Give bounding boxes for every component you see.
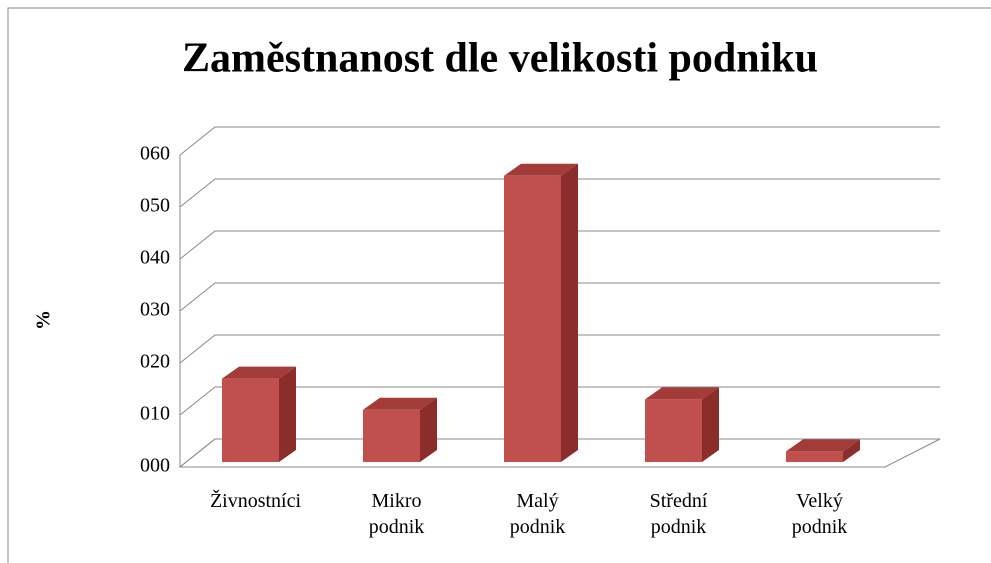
bar-front	[363, 409, 420, 462]
y-axis-label: %	[33, 310, 55, 330]
bar	[645, 387, 719, 462]
y-tick-label: 040	[140, 247, 170, 269]
y-tick-label: 060	[140, 143, 170, 165]
bar-top	[363, 397, 437, 410]
bar-top	[786, 439, 860, 452]
bar-front	[645, 399, 702, 462]
bar-top	[645, 387, 719, 400]
bar	[363, 397, 437, 462]
bar-side	[702, 387, 719, 462]
bar-side	[561, 163, 578, 463]
x-tick-label: Malý podnik	[509, 490, 566, 538]
bar	[504, 163, 578, 463]
grid-line	[179, 178, 940, 208]
grid-line	[179, 230, 940, 260]
x-tick-label: Velký podnik	[791, 490, 848, 538]
bar-side	[420, 397, 437, 462]
chart-title: Zaměstnanost dle velikosti podniku	[182, 36, 818, 82]
bar-front	[504, 175, 561, 463]
y-tick-label: 000	[140, 455, 170, 477]
bar-top	[222, 366, 296, 379]
x-tick-label: Střední podnik	[649, 490, 708, 538]
x-tick-label: Mikro podnik	[368, 490, 425, 538]
y-tick-label: 030	[140, 299, 170, 321]
bar	[222, 366, 296, 462]
grid-line	[179, 334, 940, 364]
bar-side	[279, 366, 296, 462]
frame	[7, 7, 991, 563]
bar	[786, 439, 860, 462]
x-tick-label: Živnostníci	[209, 490, 302, 512]
y-tick-label: 020	[140, 351, 170, 373]
y-tick-label: 050	[140, 195, 170, 217]
bar-side	[843, 439, 860, 462]
y-tick-label: 010	[140, 403, 170, 425]
bar-top	[504, 163, 578, 176]
grid-line	[179, 282, 940, 312]
grid-line	[179, 126, 940, 156]
bar-front	[222, 378, 279, 462]
grid-line	[179, 386, 940, 416]
bar-front	[786, 451, 843, 462]
